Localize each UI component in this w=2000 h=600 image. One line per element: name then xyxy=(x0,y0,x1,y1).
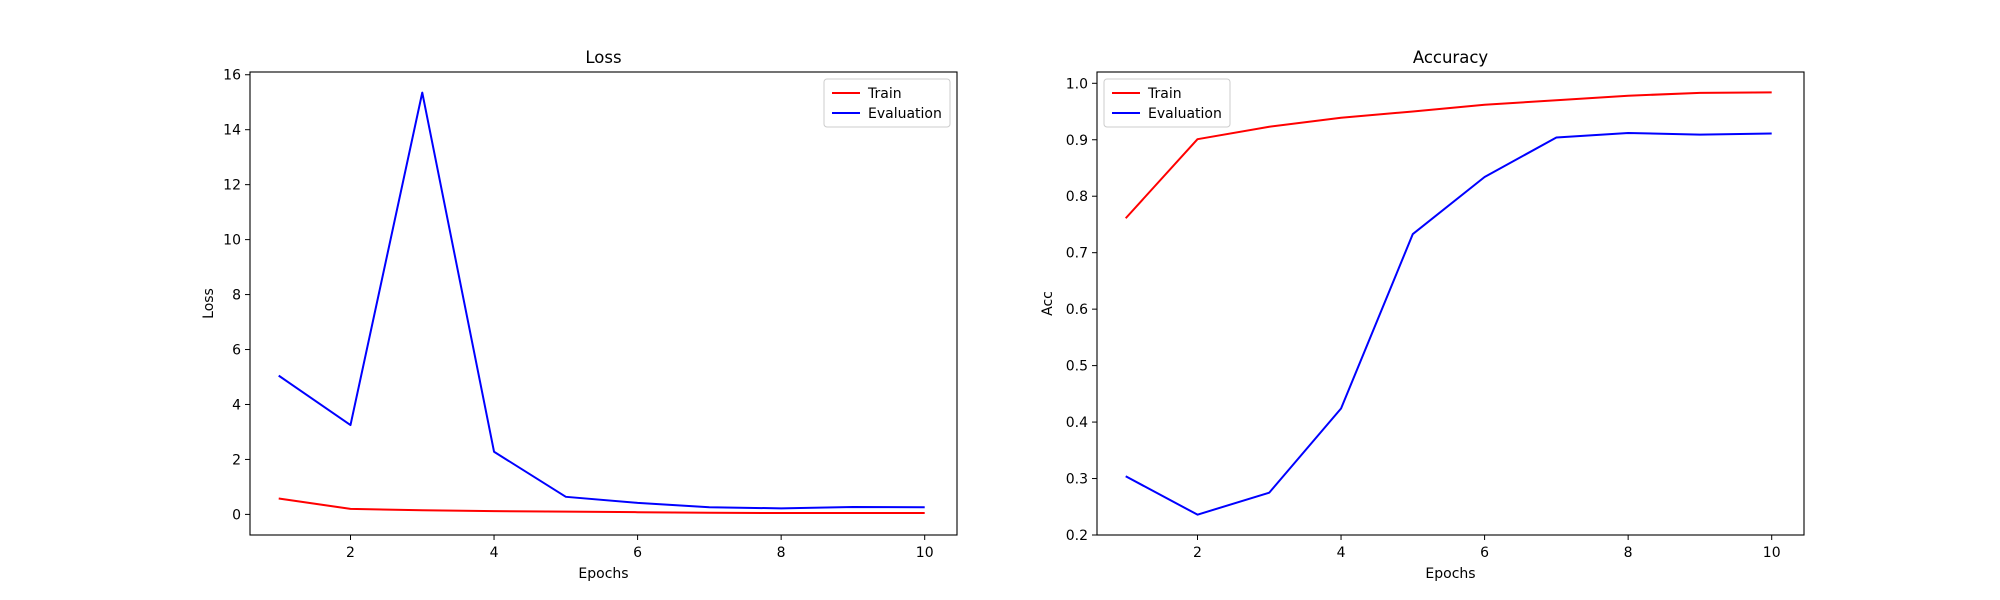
x-axis-label: Epochs xyxy=(1425,566,1475,582)
y-tick-label: 6 xyxy=(232,343,241,359)
axes-frame xyxy=(1096,71,1805,536)
y-tick-label: 0.6 xyxy=(1066,302,1088,318)
y-tick-label: 14 xyxy=(223,123,241,139)
y-tick-label: 12 xyxy=(223,178,241,194)
x-tick-label: 4 xyxy=(490,545,499,561)
chart-title: Accuracy xyxy=(1413,48,1489,67)
x-tick-label: 8 xyxy=(1624,545,1633,561)
y-axis-label: Acc xyxy=(1040,291,1056,316)
y-tick-label: 0.7 xyxy=(1066,246,1088,262)
y-tick-label: 0.8 xyxy=(1066,189,1088,205)
legend: Train Evaluation xyxy=(1103,78,1231,128)
y-tick-label: 1.0 xyxy=(1066,76,1088,92)
y-tick-label: 16 xyxy=(223,68,241,84)
x-tick-label: 6 xyxy=(633,545,642,561)
legend-label-train: Train xyxy=(1147,86,1182,102)
y-tick-label: 10 xyxy=(223,233,241,249)
series-line-train xyxy=(1124,91,1772,219)
y-axis-label: Loss xyxy=(201,288,217,319)
y-tick-label: 0 xyxy=(232,507,241,523)
y-tick-label: 0.5 xyxy=(1066,359,1088,375)
x-tick-label: 6 xyxy=(1480,545,1489,561)
y-tick-label: 0.9 xyxy=(1066,133,1088,149)
x-tick-label: 4 xyxy=(1337,545,1346,561)
legend-box xyxy=(1103,78,1231,128)
x-tick-label: 8 xyxy=(777,545,786,561)
y-tick-label: 2 xyxy=(232,452,241,468)
x-tick-label: 10 xyxy=(916,545,934,561)
axes-frame xyxy=(249,71,958,536)
chart-0: 2 4 6 8 10 0 2 4 6 8 10 12 14 16 Loss Epochs Loss Train Ev… xyxy=(201,48,958,582)
y-tick-label: 0.2 xyxy=(1066,528,1088,544)
chart-title: Loss xyxy=(585,48,621,67)
series-line-evaluation xyxy=(278,91,925,510)
series-line-evaluation xyxy=(1125,131,1772,516)
series-line-train xyxy=(278,497,925,515)
x-tick-label: 2 xyxy=(1193,545,1202,561)
chart-1: 2 4 6 8 10 0.2 0.3 0.4 0.5 0.6 0.7 0.8 0.9 1.0 Accurac… xyxy=(1040,48,1805,582)
x-tick-label: 10 xyxy=(1763,545,1781,561)
y-tick-label: 8 xyxy=(232,288,241,304)
x-axis-label: Epochs xyxy=(578,566,628,582)
y-tick-label: 0.4 xyxy=(1066,415,1088,431)
x-tick-label: 2 xyxy=(346,545,355,561)
legend-label-evaluation: Evaluation xyxy=(1148,106,1222,122)
y-tick-label: 4 xyxy=(232,397,241,413)
legend-label-evaluation: Evaluation xyxy=(868,106,942,122)
y-tick-label: 0.3 xyxy=(1066,472,1088,488)
legend-box xyxy=(823,78,951,128)
legend: Train Evaluation xyxy=(823,78,951,128)
legend-label-train: Train xyxy=(867,86,902,102)
